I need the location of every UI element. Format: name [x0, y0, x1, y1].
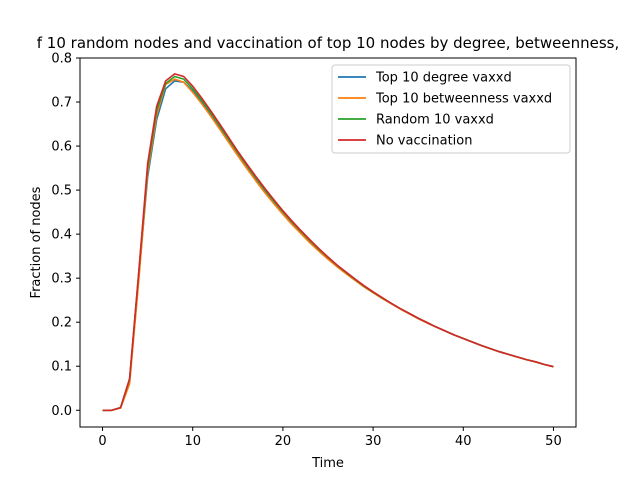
- y-tick-label: 0.5: [51, 184, 72, 199]
- chart-title: f 10 random nodes and vaccination of top…: [37, 34, 620, 52]
- y-tick-label: 0.3: [51, 272, 72, 287]
- legend-item-label: Random 10 vaxxd: [376, 113, 494, 128]
- series-layer: [102, 73, 554, 412]
- x-tick-label: 40: [455, 434, 472, 449]
- y-tick-label: 0.8: [51, 52, 72, 67]
- legend-item-label: Top 10 betweenness vaxxd: [375, 92, 552, 107]
- x-tick-label: 10: [184, 434, 201, 449]
- plot-frame: [79, 57, 577, 428]
- y-tick-label: 0.4: [51, 228, 72, 243]
- legend-box: [331, 64, 571, 154]
- y-tick-label: 0.6: [51, 140, 72, 155]
- x-axis-label: Time: [311, 456, 344, 471]
- y-tick-label: 0.7: [51, 96, 72, 111]
- legend-item-label: No vaccination: [376, 134, 472, 149]
- x-tick-label: 0: [98, 434, 106, 449]
- x-tick-label: 50: [545, 434, 562, 449]
- x-axis: 0 10 20 30 40 50: [98, 427, 562, 449]
- y-tick-label: 0.2: [51, 316, 72, 331]
- y-tick-label: 0.0: [51, 404, 72, 419]
- series-line-3: [102, 73, 554, 412]
- x-tick-label: 20: [275, 434, 292, 449]
- y-axis: 0.0 0.1 0.2 0.3 0.4 0.5 0.6 0.7 0.8: [51, 52, 80, 419]
- y-axis-label: Fraction of nodes: [29, 186, 44, 298]
- x-tick-label: 30: [365, 434, 382, 449]
- y-tick-label: 0.1: [51, 360, 72, 375]
- legend-item-label: Top 10 degree vaxxd: [375, 71, 512, 86]
- legend: Top 10 degree vaxxd Top 10 betweenness va…: [331, 64, 571, 154]
